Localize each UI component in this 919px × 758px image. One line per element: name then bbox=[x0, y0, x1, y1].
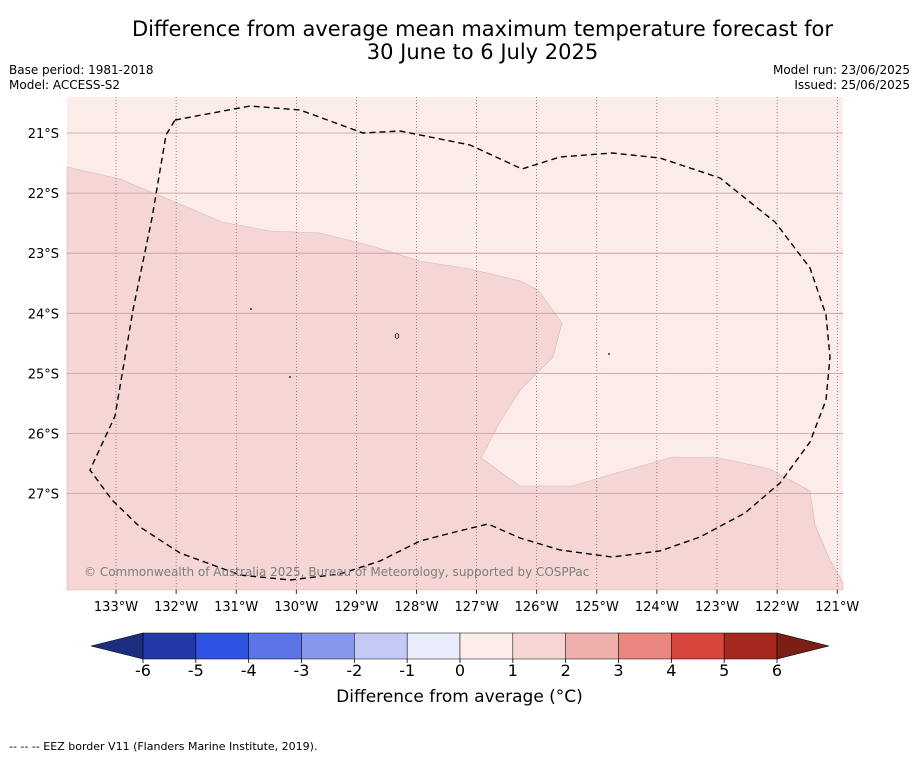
eez-border-note: -- -- -- EEZ border V11 (Flanders Marine… bbox=[9, 740, 318, 753]
eez-border bbox=[89, 105, 831, 581]
gridlines bbox=[67, 97, 843, 594]
colorbar-tick-label: -4 bbox=[241, 661, 257, 680]
anomaly-class-1-2-area bbox=[66, 166, 844, 591]
longitude-tick-label: 130°W bbox=[274, 600, 318, 615]
colorbar-class bbox=[459, 632, 514, 660]
colorbar-class bbox=[618, 632, 672, 660]
longitude-tick-label: 126°W bbox=[515, 600, 559, 615]
colorbar-tick-label: -2 bbox=[346, 661, 362, 680]
longitude-labels: 133°W 132°W 131°W 130°W 129°W 128°W 127°W 126°W… bbox=[94, 600, 860, 615]
latitude-tick-label: 26°S bbox=[28, 428, 59, 443]
colorbar-tick-label: 3 bbox=[613, 661, 623, 680]
colorbar-tick-label: 5 bbox=[719, 661, 729, 680]
title-line-2: 30 June to 6 July 2025 bbox=[366, 40, 599, 64]
colorbar-class bbox=[565, 632, 619, 660]
model-run-date: Model run: 23/06/2025 bbox=[772, 63, 910, 77]
colorbar-under-arrow bbox=[90, 632, 144, 660]
colorbar-tick-label: -5 bbox=[188, 661, 204, 680]
copyright-notice: © Commonwealth of Australia 2025, Bureau… bbox=[84, 565, 590, 579]
latitude-labels: 21°S 22°S 23°S 24°S 25°S 26°S 27°S bbox=[28, 127, 59, 503]
longitude-tick-label: 128°W bbox=[394, 600, 438, 615]
colorbar: -6 -5 -4 -3 -2 -1 0 1 2 3 4 5 6 bbox=[90, 632, 830, 680]
colorbar-label: Difference from average (°C) bbox=[336, 687, 583, 707]
map-panel: 21°S22°S23°S24°S25°S26°S27°S 133°W 132°W 1… bbox=[28, 97, 860, 615]
longitude-tick-label: 123°W bbox=[695, 600, 739, 615]
issued-date: Issued: 25/06/2025 bbox=[794, 78, 910, 92]
colorbar-class bbox=[142, 632, 197, 660]
colorbar-class bbox=[301, 632, 355, 660]
longitude-tick-label: 131°W bbox=[214, 600, 258, 615]
colorbar-class bbox=[354, 632, 408, 660]
latitude-tick-label: 21°S bbox=[28, 127, 59, 142]
colorbar-class bbox=[512, 632, 566, 660]
longitude-tick-label: 127°W bbox=[455, 600, 499, 615]
longitude-tick-label: 121°W bbox=[815, 600, 859, 615]
latitude-tick-label: 25°S bbox=[28, 367, 59, 382]
colorbar-tick-label: 1 bbox=[508, 661, 518, 680]
latitude-tick-label: 24°S bbox=[28, 307, 59, 322]
colorbar-over-arrow bbox=[776, 632, 830, 660]
colorbar-tick-label: -1 bbox=[399, 661, 415, 680]
colorbar-tick-label: -6 bbox=[135, 661, 151, 680]
latitude-tick-label: 27°S bbox=[28, 488, 59, 503]
colorbar-class bbox=[406, 632, 461, 660]
colorbar-class bbox=[248, 632, 302, 660]
model-name: Model: ACCESS-S2 bbox=[9, 78, 121, 92]
forecast-info-right: Model run: 23/06/2025 Issued: 25/06/2025 bbox=[773, 63, 910, 93]
longitude-tick-label: 129°W bbox=[334, 600, 378, 615]
latitude-tick-label: 22°S bbox=[28, 187, 59, 202]
colorbar-tick-label: 2 bbox=[561, 661, 571, 680]
longitude-tick-label: 122°W bbox=[755, 600, 799, 615]
colorbar-class bbox=[195, 632, 249, 660]
small-islands bbox=[250, 308, 610, 378]
colorbar-class bbox=[723, 632, 778, 660]
longitude-tick-label: 132°W bbox=[154, 600, 198, 615]
base-period: Base period: 1981-2018 bbox=[9, 63, 154, 77]
island-marker bbox=[289, 376, 291, 378]
colorbar-tick-label: -3 bbox=[294, 661, 310, 680]
map-title: Difference from average mean maximum tem… bbox=[100, 18, 865, 64]
longitude-tick-label: 125°W bbox=[575, 600, 619, 615]
longitude-tick-label: 133°W bbox=[94, 600, 138, 615]
island-marker bbox=[394, 333, 400, 339]
colorbar-boxes bbox=[142, 632, 778, 660]
colorbar-tick-label: 6 bbox=[772, 661, 782, 680]
colorbar-ticks: -6 -5 -4 -3 -2 -1 0 1 2 3 4 5 6 bbox=[135, 659, 782, 680]
island-marker bbox=[250, 308, 252, 310]
forecast-info-left: Base period: 1981-2018 Model: ACCESS-S2 bbox=[9, 63, 154, 93]
colorbar-tick-label: 0 bbox=[455, 661, 465, 680]
colorbar-class bbox=[671, 632, 725, 660]
title-line-1: Difference from average mean maximum tem… bbox=[132, 17, 833, 41]
longitude-tick-label: 124°W bbox=[635, 600, 679, 615]
colorbar-tick-label: 4 bbox=[666, 661, 676, 680]
island-marker bbox=[608, 353, 610, 355]
latitude-tick-label: 23°S bbox=[28, 247, 59, 262]
